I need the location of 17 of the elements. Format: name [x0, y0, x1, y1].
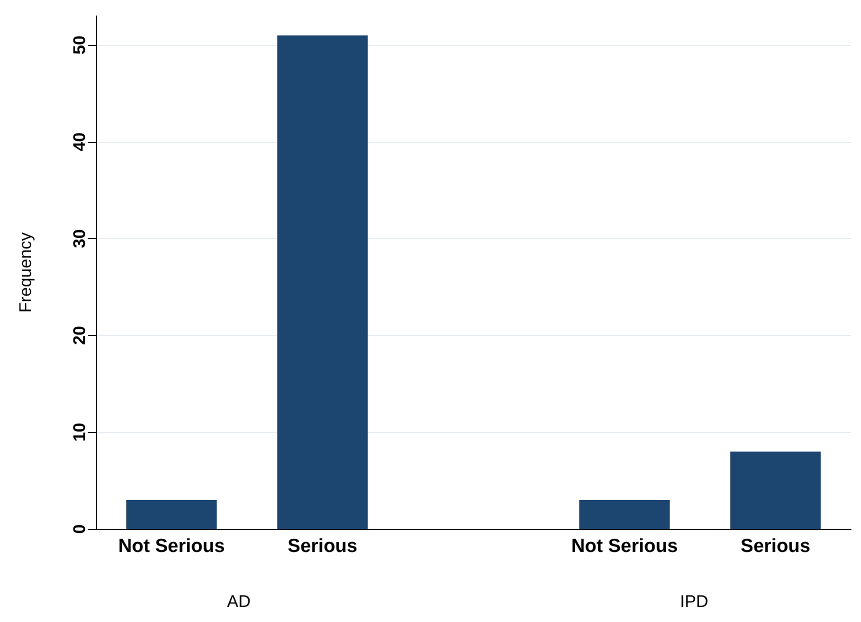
- y-tick-label: 30: [70, 229, 89, 248]
- y-tick-label: 50: [70, 36, 89, 54]
- text: AD: [227, 592, 251, 611]
- x-tick-label: Serious: [288, 536, 358, 557]
- y-tick-label: 10: [70, 422, 89, 442]
- bar: [730, 452, 821, 529]
- x-tick-label: Not Serious: [571, 536, 678, 557]
- x-tick-label: Serious: [740, 536, 810, 557]
- y-tick-label: 0: [70, 524, 89, 534]
- y-tick-label: 20: [70, 326, 89, 345]
- y-axis-title: Frequency: [16, 232, 35, 313]
- bar: [579, 500, 670, 529]
- bar: [126, 500, 217, 529]
- bar: [277, 35, 368, 529]
- y-tick-label: 40: [70, 132, 89, 152]
- text: IPD: [680, 592, 708, 611]
- x-tick-label: Not Serious: [118, 536, 225, 557]
